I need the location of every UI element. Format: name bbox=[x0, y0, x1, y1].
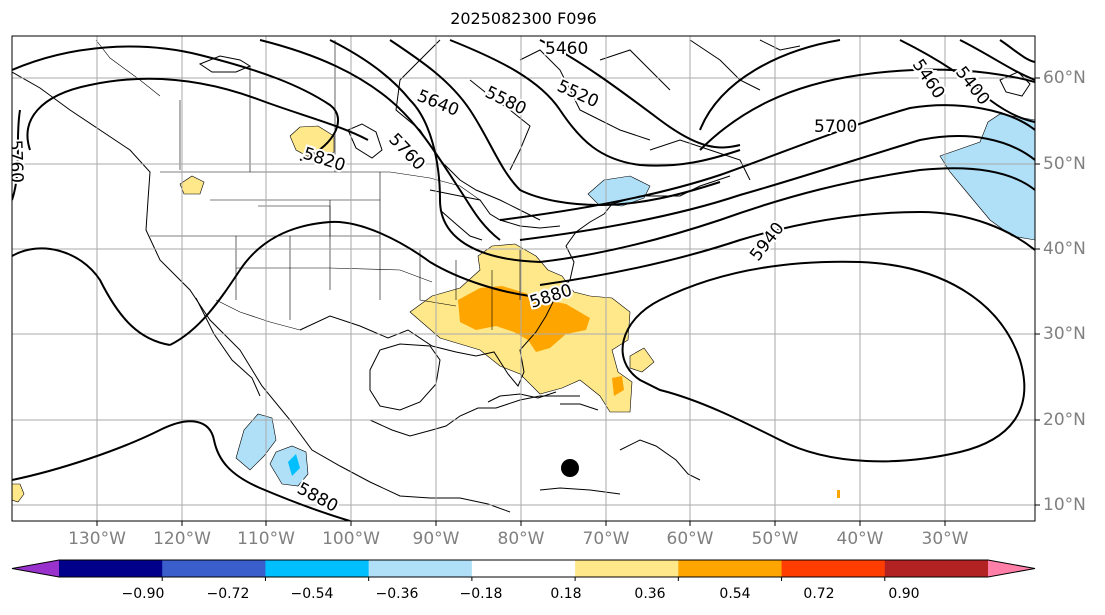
colorbar bbox=[11, 559, 1036, 581]
positive-anomaly-small-patch bbox=[629, 347, 655, 373]
latitude-label: 10°N bbox=[1043, 495, 1086, 515]
colorbar-tick-label: 0.18 bbox=[550, 586, 582, 602]
lat-lon-grid bbox=[12, 36, 1035, 521]
colorbar-tick-label: −0.72 bbox=[206, 586, 250, 602]
storm-center-marker bbox=[561, 459, 579, 477]
colorbar-tick-label: 0.54 bbox=[719, 586, 751, 602]
positive-anomaly-canada bbox=[289, 125, 335, 161]
colorbar-tick-label: −0.36 bbox=[375, 586, 419, 602]
colorbar-segment bbox=[575, 560, 679, 577]
colorbar-extend-high bbox=[988, 560, 1035, 577]
longitude-label: 60°W bbox=[666, 529, 714, 549]
positive-anomaly-atlantic-dot bbox=[837, 490, 840, 498]
longitude-label: 100°W bbox=[322, 529, 380, 549]
colorbar-tick-label: 0.36 bbox=[634, 586, 666, 602]
longitude-label: 30°W bbox=[921, 529, 969, 549]
colorbar-segment bbox=[678, 560, 783, 577]
strong-anomaly-southeast bbox=[458, 286, 590, 352]
axis-ticks bbox=[96, 77, 1040, 526]
colorbar-segment bbox=[781, 560, 886, 577]
longitude-label: 130°W bbox=[68, 529, 126, 549]
positive-anomaly-pacific bbox=[12, 483, 25, 503]
contour-label: 5760 bbox=[5, 139, 26, 183]
strong-negative-anomaly-eastern-pacific bbox=[288, 454, 300, 476]
longitude-label: 110°W bbox=[237, 529, 295, 549]
map-frame-border bbox=[11, 35, 1036, 522]
colorbar-tick-label: −0.90 bbox=[121, 586, 165, 602]
colorbar-segment bbox=[368, 560, 473, 577]
colorbar-tick-label: 0.72 bbox=[803, 586, 835, 602]
colorbar-extend-low bbox=[12, 560, 59, 577]
latitude-label: 50°N bbox=[1043, 154, 1086, 174]
contour-label: 5460 bbox=[545, 39, 588, 59]
latitude-label: 20°N bbox=[1043, 410, 1086, 430]
contour-label: 5700 bbox=[814, 117, 857, 137]
longitude-label: 70°W bbox=[582, 529, 630, 549]
longitude-label: 40°W bbox=[836, 529, 884, 549]
latitude-label: 30°N bbox=[1043, 324, 1086, 344]
anomaly-shading bbox=[12, 113, 1035, 503]
longitude-label: 90°W bbox=[412, 529, 460, 549]
colorbar-segment bbox=[59, 560, 163, 577]
country-and-state-borders bbox=[95, 39, 521, 331]
colorbar-outline bbox=[11, 559, 1036, 578]
longitude-label: 80°W bbox=[497, 529, 545, 549]
colorbar-tick-label: −0.18 bbox=[459, 586, 503, 602]
longitude-label: 50°W bbox=[751, 529, 799, 549]
colorbar-segment bbox=[162, 560, 266, 577]
negative-anomaly-eastern-pacific-b bbox=[269, 445, 309, 487]
height-contours bbox=[12, 39, 1035, 521]
longitude-label: 120°W bbox=[153, 529, 211, 549]
colorbar-tick-label: 0.90 bbox=[888, 586, 920, 602]
colorbar-segment bbox=[884, 560, 989, 577]
colorbar-segment bbox=[265, 560, 370, 577]
strong-anomaly-patch bbox=[612, 376, 624, 396]
colorbar-tick-label: −0.54 bbox=[290, 586, 334, 602]
latitude-label: 40°N bbox=[1043, 239, 1086, 259]
colorbar-segment bbox=[471, 560, 576, 577]
coastlines bbox=[12, 39, 1031, 513]
map-title: 2025082300 F096 bbox=[450, 9, 597, 28]
positive-anomaly-rockies bbox=[179, 175, 205, 195]
latitude-label: 60°N bbox=[1043, 68, 1086, 88]
